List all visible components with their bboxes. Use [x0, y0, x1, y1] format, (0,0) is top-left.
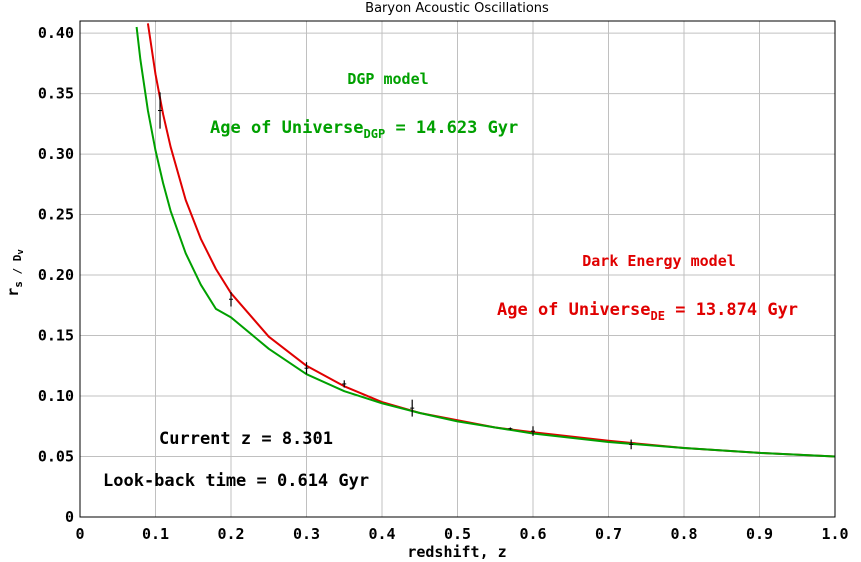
- de-age-value: = 13.874 Gyr: [665, 300, 798, 320]
- de-age-label: Age of UniverseDE = 13.874 Gyr: [497, 300, 798, 323]
- chart-title: Baryon Acoustic Oscillations: [365, 1, 549, 16]
- dgp-age-label: Age of UniverseDGP = 14.623 Gyr: [210, 118, 518, 141]
- plot-frame: [79, 20, 836, 518]
- y-tick-label: 0.25: [38, 206, 74, 224]
- de-age-sub: DE: [651, 309, 665, 323]
- x-tick-label: 0.9: [746, 525, 773, 543]
- x-tick-label: 0.3: [293, 525, 320, 543]
- y-tick-label: 0.10: [38, 387, 74, 405]
- y-label-v: v: [16, 249, 26, 255]
- y-tick-label: 0.35: [38, 85, 74, 103]
- y-tick-label: 0: [65, 508, 74, 526]
- x-tick-label: 0.4: [368, 525, 395, 543]
- de-model-label: Dark Energy model: [582, 252, 736, 270]
- y-tick-label: 0.05: [38, 448, 74, 466]
- curves: [135, 23, 835, 458]
- dgp-age-sub: DGP: [364, 127, 386, 141]
- x-axis-label: redshift, z: [407, 543, 506, 561]
- dgp-model-label: DGP model: [347, 70, 428, 88]
- x-tick-label: 0.5: [444, 525, 471, 543]
- y-label-s: s: [12, 281, 25, 288]
- y-label-slash: / D: [11, 254, 24, 281]
- x-tick-label: 1.0: [821, 525, 848, 543]
- x-tick-label: 0.2: [217, 525, 244, 543]
- current-z-label: Current z = 8.301: [159, 429, 333, 449]
- x-tick-label: 0.1: [142, 525, 169, 543]
- y-label-r: r: [4, 288, 22, 297]
- x-tick-label: 0: [75, 525, 84, 543]
- de-age-prefix: Age of Universe: [497, 300, 651, 320]
- y-tick-label: 0.30: [38, 145, 74, 163]
- dark-energy-curve: [146, 23, 835, 458]
- dgp-curve: [135, 26, 835, 458]
- x-tick-label: 0.7: [595, 525, 622, 543]
- tick-labels: 0 0.1 0.2 0.3 0.4 0.5 0.6 0.7 0.8 0.9 1.0 0 0.05 0.10…: [38, 24, 849, 543]
- dgp-age-prefix: Age of Universe: [210, 118, 364, 138]
- y-axis-label: rs / Dv: [4, 249, 26, 297]
- y-tick-label: 0.20: [38, 266, 74, 284]
- lookback-time-label: Look-back time = 0.614 Gyr: [103, 471, 369, 491]
- grid-lines: [80, 21, 835, 517]
- dgp-age-value: = 14.623 Gyr: [385, 118, 518, 138]
- x-tick-label: 0.6: [519, 525, 546, 543]
- error-bars: [158, 92, 634, 450]
- x-tick-label: 0.8: [670, 525, 697, 543]
- y-tick-label: 0.15: [38, 327, 74, 345]
- y-tick-label: 0.40: [38, 24, 74, 42]
